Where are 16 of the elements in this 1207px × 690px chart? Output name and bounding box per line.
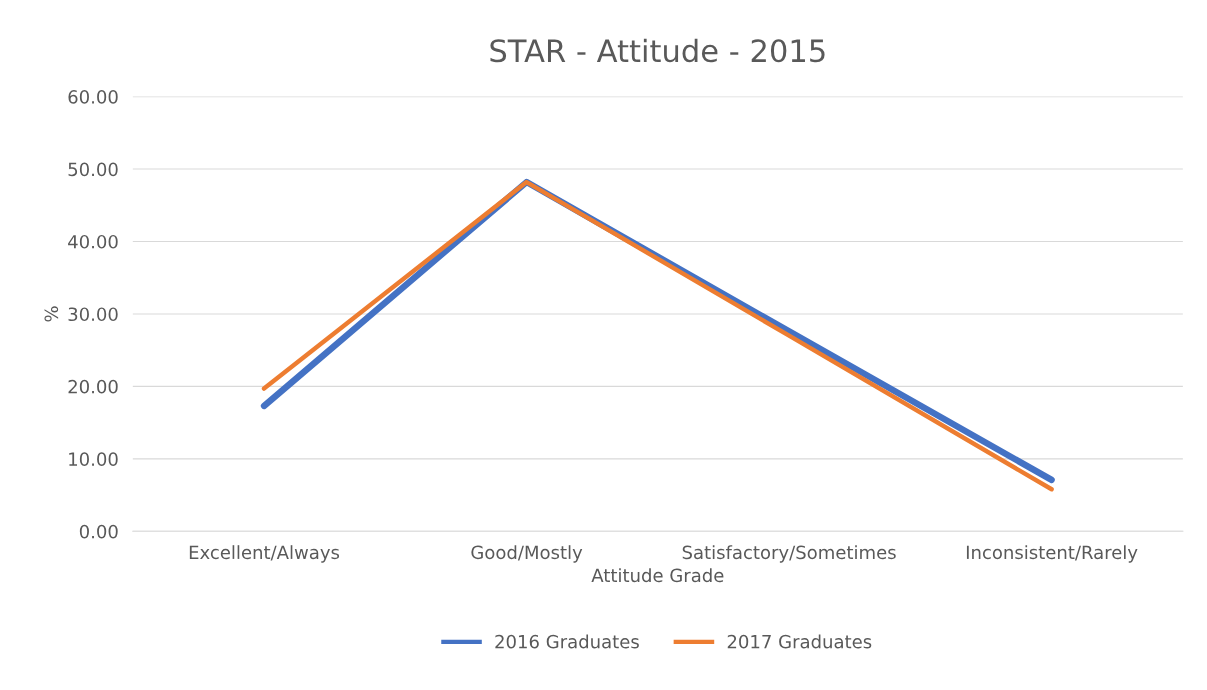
y-tick-label: 40.00 <box>68 234 118 249</box>
y-tick-label: 0.00 <box>79 524 118 539</box>
y-tick-label: 60.00 <box>68 90 118 104</box>
y-axis-title: % <box>44 306 59 322</box>
x-tick-label: Inconsistent/Rarely <box>966 545 1138 563</box>
x-axis-title: Attitude Grade <box>591 568 724 583</box>
y-tick-label: 20.00 <box>68 379 118 394</box>
x-tick-label: Good/Mostly <box>471 545 583 563</box>
x-tick-label: Excellent/Always <box>189 545 340 563</box>
y-tick-label: 30.00 <box>68 307 118 322</box>
y-tick-label: 10.00 <box>69 452 118 466</box>
legend-label: 2016 Graduates <box>495 634 639 649</box>
y-tick-label: 50.00 <box>68 162 118 177</box>
chart-title: STAR - Attitude - 2015 <box>490 38 825 63</box>
x-tick-label: Satisfactory/Sometimes <box>682 545 896 563</box>
legend-label: 2017 Graduates <box>727 634 872 649</box>
